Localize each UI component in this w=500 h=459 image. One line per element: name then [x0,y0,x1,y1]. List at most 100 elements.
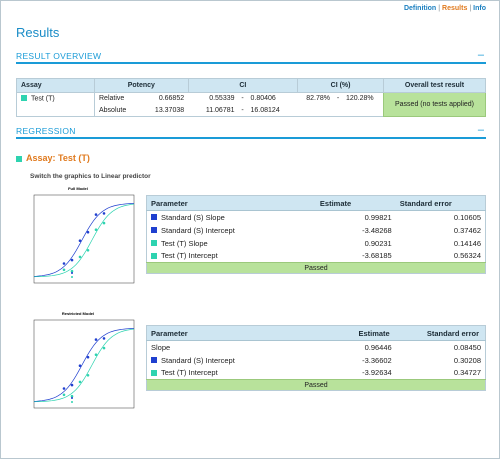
estimate-value: 0.90231 [364,238,392,248]
table-row: Standard (S) Slope 0.99821 0.10605 [147,211,486,224]
ci-separator: - [241,106,244,114]
legend-test-marker [71,276,73,278]
series-color-swatch [151,227,157,233]
assay-heading: Assay: Test (T) [16,153,90,163]
assay-color-swatch [21,95,27,101]
parameter-cell: Test (T) Intercept [147,367,316,380]
standard-point [78,239,82,242]
ci-low: 0.55339 [209,95,235,103]
assay-color-swatch [16,155,22,162]
ci-percent-high: 120.28% [346,95,374,103]
assay-cell: Test (T) [17,93,95,105]
nav-separator: | [469,5,472,12]
parameter-name: Standard (S) Intercept [161,225,235,235]
estimate-value: 0.99821 [364,212,392,222]
model-status-row: Passed [146,262,486,274]
estimate-value: -3.36602 [362,355,392,365]
series-color-swatch [151,214,157,221]
test-point [102,346,106,350]
table-row: Standard (S) Intercept -3.48268 0.37462 [147,224,486,237]
model-status-badge: Passed [146,262,486,274]
test-curve [33,203,135,278]
test-point [94,353,98,356]
test-point [94,228,98,231]
table-row: Test (T) Intercept -3.92634 0.34727 [147,367,486,380]
col-parameter: Parameter [146,325,316,341]
collapse-toggle[interactable]: – [477,124,484,136]
estimate-value: -3.68185 [362,251,392,261]
result-overview-header[interactable]: RESULT OVERVIEW – [16,49,486,64]
col-ci: CI [187,78,299,93]
collapse-toggle[interactable]: – [477,49,484,61]
potency-value: 13.37038 [154,106,185,114]
parameter-cell: Standard (S) Intercept [147,354,316,367]
parameter-cell: Standard (S) Slope [147,211,316,224]
overall-result-badge: Passed (no tests applied) [383,92,486,117]
legend-standard-marker [71,272,73,274]
parameter-name: Standard (S) Slope [161,212,225,222]
standard-curve [33,203,135,277]
standard-point [86,230,90,234]
ci-percent-high [342,105,384,117]
switch-graphics-link[interactable]: Switch the graphics to Linear predictor [30,173,151,180]
col-standard-error: Standard error [395,325,486,341]
nav-separator: | [438,5,441,12]
nav-info-link[interactable]: Info [473,5,486,12]
standard-error-value: 0.14146 [453,238,481,248]
table-row: Test (T) Slope 0.90231 0.14146 [147,237,486,250]
estimate-value: -3.92634 [362,368,392,378]
section-label: REGRESSION [16,126,76,136]
table-row: Slope 0.96446 0.08450 [147,341,486,354]
regression-header[interactable]: REGRESSION – [16,124,486,139]
legend-test-marker [71,401,73,403]
nav-definition-link[interactable]: Definition [403,5,437,12]
table-row: Standard (S) Intercept -3.36602 0.30208 [147,354,486,367]
standard-error-value: 0.34727 [453,368,481,378]
parameter-cell: Test (T) Slope [147,237,316,250]
assay-name: Test (T) [31,95,55,103]
series-color-swatch [151,240,157,246]
ci-high: 0.80406 [250,95,276,103]
restricted-model-table: Parameter Estimate Standard error Slope 0… [146,325,486,391]
test-point [86,374,90,377]
full-model-plot: Full Model [18,183,138,303]
test-point [86,249,90,252]
potency-kind: Relative [94,92,141,105]
parameter-name: Test (T) Intercept [161,251,218,261]
standard-point [78,364,82,367]
restricted-model-svg: Restricted Model [33,311,135,409]
test-point [70,394,74,398]
parameter-name: Test (T) Intercept [161,368,218,378]
test-point [102,221,106,225]
nav-results-link[interactable]: Results [442,5,468,12]
standard-point [94,338,98,341]
ci-percent-low [298,105,334,117]
col-potency: Potency [94,78,189,93]
series-color-swatch [151,252,157,259]
model-status-row: Passed [146,379,486,391]
plot-frame [33,319,135,409]
test-point [78,255,82,259]
potency-value: 0.66852 [158,95,185,103]
full-model-table: Parameter Estimate Standard error Standa… [146,195,486,274]
ci-high: 16.08124 [250,106,280,114]
standard-point [62,262,66,265]
ci-separator: - [241,95,244,103]
col-overall-result: Overall test result [383,78,486,93]
standard-point [70,383,74,387]
col-assay: Assay [16,78,95,93]
test-point [78,380,82,384]
table-row: Test (T) Relative 0.66852 0.55339 - 0.80… [17,92,486,117]
model-status-badge: Passed [146,379,486,391]
series-color-swatch [151,369,157,376]
test-point [62,268,66,272]
potency-kind: Absolute [94,104,141,117]
test-point [62,393,66,397]
estimate-value: 0.96446 [364,342,392,352]
table-row: Absolute 13.37038 11.06781 - 16.08124 [17,104,486,117]
top-nav: Definition | Results | Info [404,5,486,12]
parameter-cell: Standard (S) Intercept [147,224,316,237]
standard-error-value: 0.37462 [453,225,481,235]
standard-point [62,387,66,390]
test-point [70,269,74,273]
